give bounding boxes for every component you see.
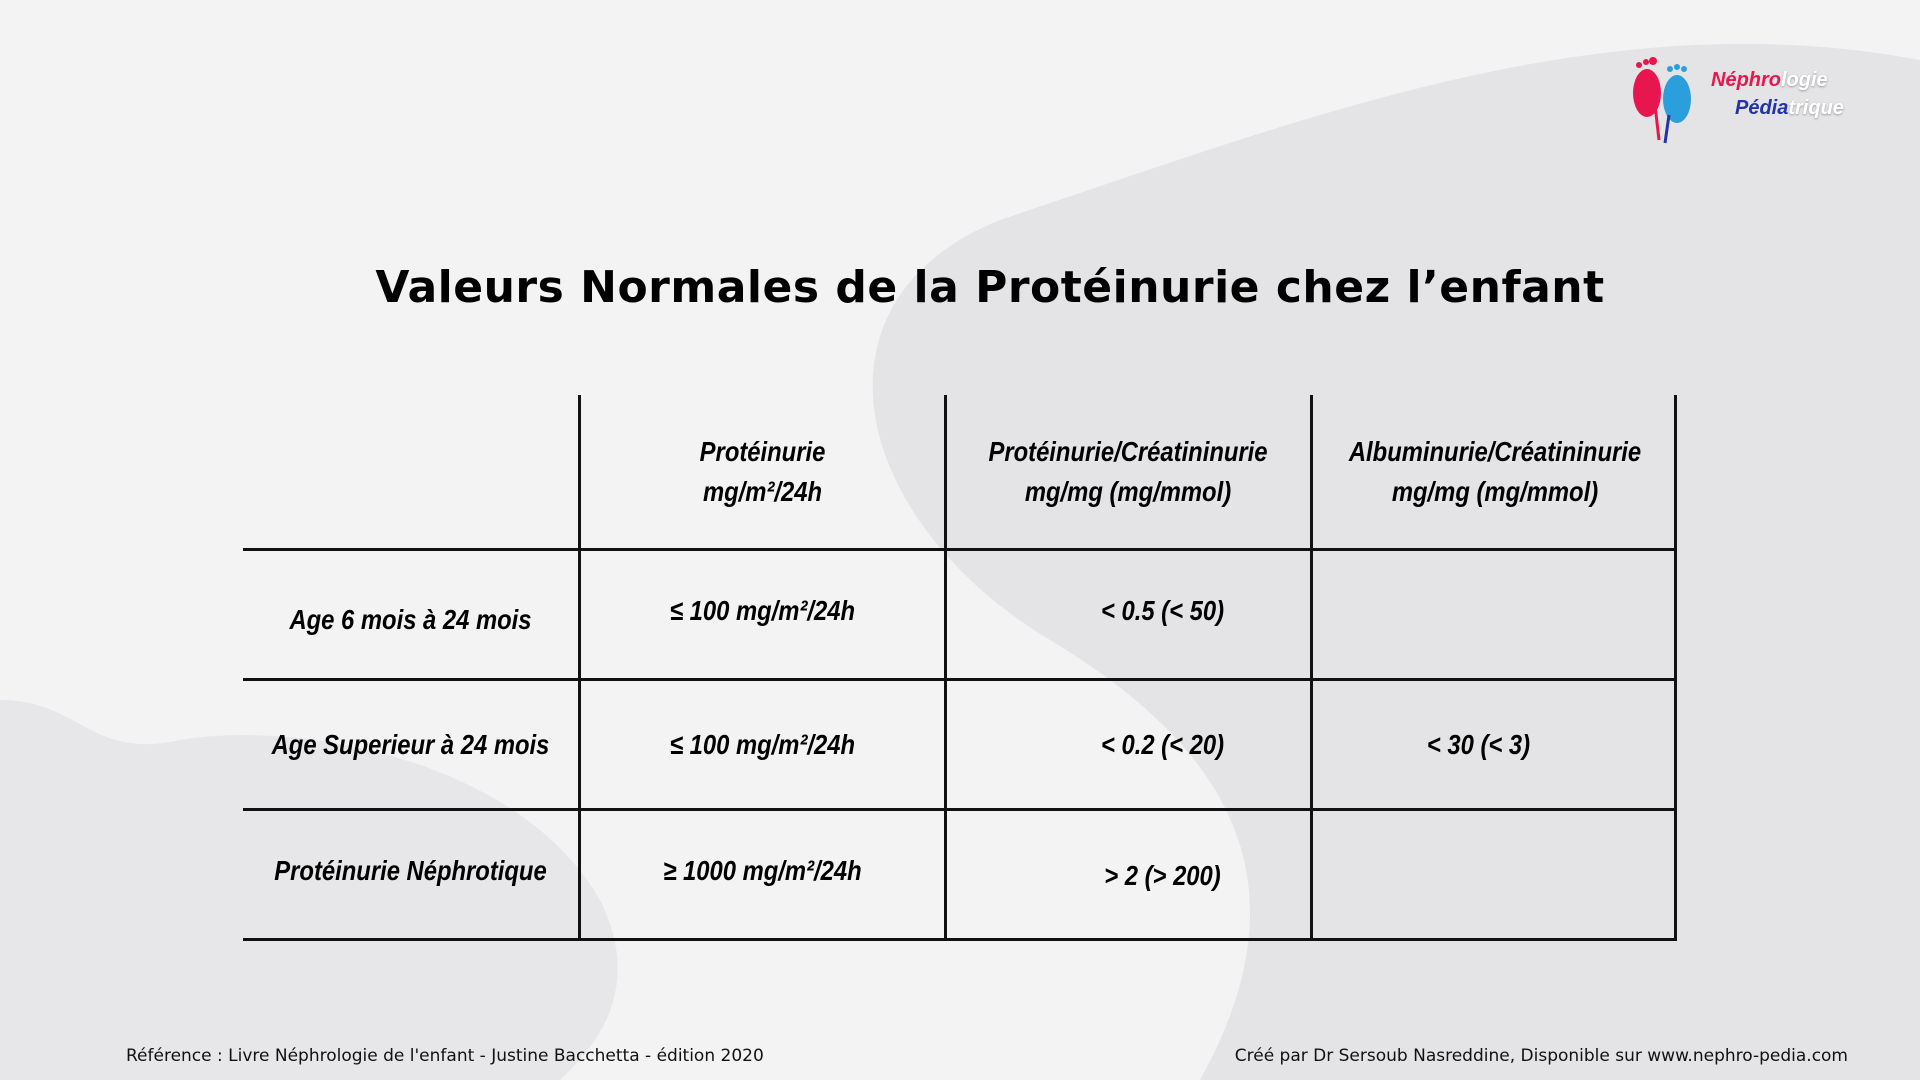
table-cell (1340, 551, 1647, 671)
table-cell: < 30 (< 3) (1426, 728, 1531, 760)
table-cell: ≤ 100 mg/m²/24h (669, 728, 856, 760)
divider (243, 548, 1677, 551)
table-cell: < 0.5 (< 50) (1100, 595, 1225, 626)
divider (243, 938, 1677, 941)
page-title: Valeurs Normales de la Protéinurie chez … (375, 262, 1605, 313)
divider (243, 808, 1677, 811)
proteinuria-table: Protéinurie mg/m²/24h Protéinurie/Créatin… (243, 395, 1677, 941)
logo-text: logie (1781, 69, 1828, 91)
table-cell: < 0.2 (< 20) (1100, 728, 1225, 760)
logo-text: Néphro (1711, 69, 1781, 91)
kidney-feet-icon (1633, 57, 1691, 144)
row-label: Protéinurie Néphrotique (274, 855, 547, 886)
reference-text: Référence : Livre Néphrologie de l'enfan… (126, 1046, 764, 1066)
credit-text: Créé par Dr Sersoub Nasreddine, Disponib… (1234, 1046, 1848, 1066)
logo-text: Pédia (1735, 97, 1789, 119)
divider (578, 395, 581, 940)
divider (243, 678, 1677, 681)
header-cell: Albuminurie/Créatininurie mg/mg (mg/mmol) (1348, 435, 1642, 507)
divider (1310, 395, 1313, 940)
header-cell: Protéinurie/Créatininurie mg/mg (mg/mmol) (988, 435, 1268, 507)
table-cell: > 2 (> 200) (1104, 860, 1221, 891)
row-label: Age Superieur à 24 mois (271, 728, 550, 760)
table-cell (1340, 811, 1647, 938)
row-label: Age 6 mois à 24 mois (289, 603, 532, 635)
header-cell: Protéinurie mg/m²/24h (699, 435, 826, 507)
logo: Néphrologie Pédiatrique (1625, 55, 1865, 145)
divider (1674, 395, 1677, 940)
divider (944, 395, 947, 940)
table-cell: ≤ 100 mg/m²/24h (669, 595, 856, 626)
table-cell: ≥ 1000 mg/m²/24h (663, 855, 862, 886)
logo-text: trique (1788, 97, 1844, 119)
